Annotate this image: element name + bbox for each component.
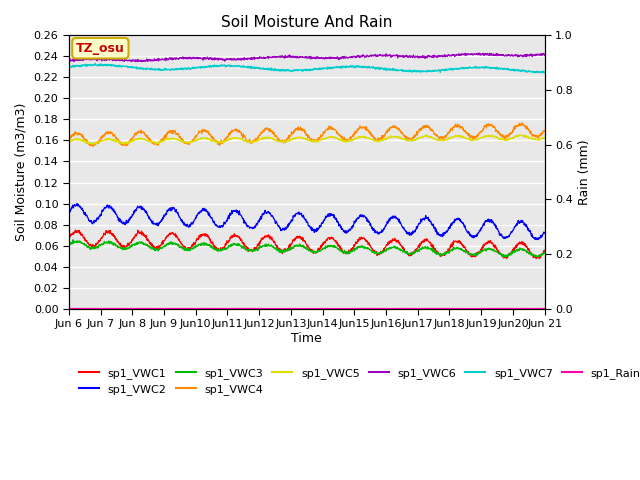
sp1_VWC2	[65, 209, 73, 215]
sp1_VWC2	[252, 223, 260, 228]
sp1_VWC6	[132, 59, 140, 64]
sp1_VWC4	[541, 128, 548, 134]
sp1_VWC3	[69, 237, 77, 243]
sp1_VWC6	[476, 50, 483, 56]
sp1_VWC6	[252, 56, 260, 61]
sp1_VWC7	[252, 64, 260, 70]
sp1_VWC5	[264, 134, 271, 140]
sp1_VWC1	[541, 247, 548, 253]
sp1_Rain	[65, 306, 73, 312]
sp1_VWC7	[539, 70, 547, 76]
sp1_VWC3	[541, 249, 548, 255]
Line: sp1_VWC3: sp1_VWC3	[69, 240, 545, 257]
sp1_VWC1	[264, 234, 271, 240]
sp1_VWC3	[380, 250, 387, 255]
Line: sp1_VWC4: sp1_VWC4	[69, 123, 545, 146]
sp1_VWC1	[170, 232, 178, 238]
sp1_VWC1	[252, 247, 260, 252]
sp1_VWC5	[516, 132, 524, 138]
sp1_VWC2	[499, 234, 506, 240]
sp1_Rain	[426, 306, 434, 312]
sp1_VWC7	[499, 66, 506, 72]
sp1_VWC2	[541, 230, 548, 236]
Y-axis label: Rain (mm): Rain (mm)	[579, 139, 591, 205]
sp1_VWC6	[170, 56, 178, 61]
sp1_VWC4	[458, 124, 465, 130]
sp1_VWC1	[536, 256, 543, 262]
Title: Soil Moisture And Rain: Soil Moisture And Rain	[221, 15, 392, 30]
sp1_VWC3	[170, 240, 178, 246]
sp1_VWC7	[170, 67, 178, 73]
sp1_VWC1	[72, 227, 79, 233]
sp1_VWC1	[380, 249, 387, 254]
sp1_VWC1	[458, 242, 465, 248]
sp1_VWC3	[65, 242, 73, 248]
sp1_VWC7	[458, 65, 465, 71]
Line: sp1_VWC6: sp1_VWC6	[69, 53, 545, 61]
sp1_VWC7	[65, 65, 73, 71]
sp1_VWC6	[380, 53, 387, 59]
sp1_VWC5	[380, 136, 387, 142]
Line: sp1_VWC7: sp1_VWC7	[69, 63, 545, 73]
sp1_VWC6	[541, 52, 548, 58]
Line: sp1_VWC1: sp1_VWC1	[69, 230, 545, 259]
sp1_VWC5	[170, 136, 178, 142]
sp1_VWC7	[380, 65, 387, 71]
Line: sp1_VWC5: sp1_VWC5	[69, 135, 545, 144]
sp1_VWC3	[264, 242, 271, 248]
sp1_VWC4	[380, 133, 387, 139]
sp1_VWC5	[458, 134, 465, 140]
sp1_VWC7	[92, 60, 99, 66]
sp1_VWC5	[541, 135, 548, 141]
sp1_VWC2	[458, 219, 465, 225]
sp1_VWC4	[264, 126, 271, 132]
sp1_VWC5	[499, 136, 506, 142]
sp1_VWC6	[65, 58, 73, 63]
sp1_Rain	[170, 306, 178, 312]
sp1_VWC3	[499, 252, 506, 258]
sp1_Rain	[263, 306, 271, 312]
sp1_Rain	[380, 306, 387, 312]
sp1_VWC2	[264, 210, 271, 216]
Y-axis label: Soil Moisture (m3/m3): Soil Moisture (m3/m3)	[15, 103, 28, 241]
sp1_VWC3	[458, 247, 465, 253]
sp1_VWC4	[499, 132, 506, 138]
sp1_VWC7	[264, 67, 271, 72]
X-axis label: Time: Time	[291, 332, 322, 345]
sp1_VWC2	[170, 205, 178, 211]
sp1_VWC4	[518, 120, 525, 126]
sp1_VWC4	[89, 144, 97, 149]
sp1_VWC3	[252, 247, 260, 253]
sp1_Rain	[499, 306, 507, 312]
Line: sp1_VWC2: sp1_VWC2	[69, 204, 545, 240]
sp1_VWC4	[252, 136, 260, 142]
sp1_VWC2	[380, 227, 387, 232]
sp1_VWC6	[458, 52, 465, 58]
sp1_Rain	[252, 306, 259, 312]
sp1_VWC2	[73, 201, 81, 206]
sp1_Rain	[458, 306, 465, 312]
sp1_Rain	[478, 306, 486, 312]
Legend: sp1_VWC1, sp1_VWC2, sp1_VWC3, sp1_VWC4, sp1_VWC5, sp1_VWC6, sp1_VWC7, sp1_Rain: sp1_VWC1, sp1_VWC2, sp1_VWC3, sp1_VWC4, …	[74, 363, 640, 400]
sp1_VWC5	[252, 138, 260, 144]
sp1_VWC3	[500, 254, 508, 260]
sp1_VWC5	[89, 141, 97, 147]
sp1_Rain	[541, 306, 548, 312]
sp1_VWC5	[65, 139, 73, 144]
sp1_VWC6	[499, 52, 507, 58]
sp1_VWC2	[532, 237, 540, 242]
sp1_VWC4	[170, 129, 178, 135]
Text: TZ_osu: TZ_osu	[76, 42, 125, 55]
sp1_VWC1	[499, 253, 506, 259]
sp1_VWC4	[65, 137, 73, 143]
sp1_VWC1	[65, 235, 73, 240]
sp1_VWC7	[541, 70, 548, 75]
sp1_VWC6	[264, 54, 271, 60]
